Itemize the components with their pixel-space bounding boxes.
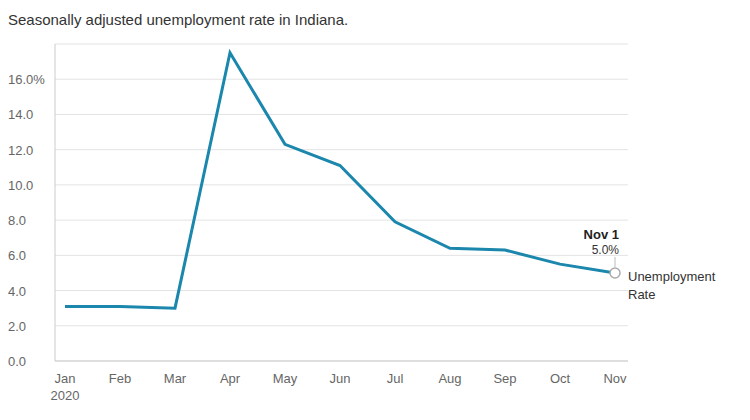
svg-text:10.0: 10.0 [8,178,33,193]
svg-text:2020: 2020 [51,388,80,403]
html-text:Seasonally adjusted unemployme: Seasonally adjusted unemployment rate in… [8,11,349,28]
svg-text:Apr: Apr [220,371,241,386]
svg-text:Rate: Rate [628,287,655,302]
svg-text:4.0: 4.0 [8,284,26,299]
svg-text:May: May [273,371,298,386]
svg-text:5.0%: 5.0% [592,243,620,257]
svg-text:6.0: 6.0 [8,248,26,263]
svg-text:Unemployment: Unemployment [628,269,716,284]
svg-text:Jul: Jul [387,371,404,386]
svg-text:Jun: Jun [330,371,351,386]
svg-text:Mar: Mar [164,371,187,386]
svg-text:Nov 1: Nov 1 [584,227,619,242]
svg-text:Aug: Aug [438,371,461,386]
svg-text:Jan: Jan [55,371,76,386]
svg-text:Nov: Nov [603,371,627,386]
svg-text:12.0: 12.0 [8,143,33,158]
svg-text:8.0: 8.0 [8,213,26,228]
svg-text:2.0: 2.0 [8,319,26,334]
svg-text:16.0%: 16.0% [8,72,45,87]
svg-text:14.0: 14.0 [8,107,33,122]
svg-text:Feb: Feb [109,371,131,386]
svg-text:Oct: Oct [550,371,571,386]
svg-text:Sep: Sep [493,371,516,386]
svg-text:0.0: 0.0 [8,354,26,369]
